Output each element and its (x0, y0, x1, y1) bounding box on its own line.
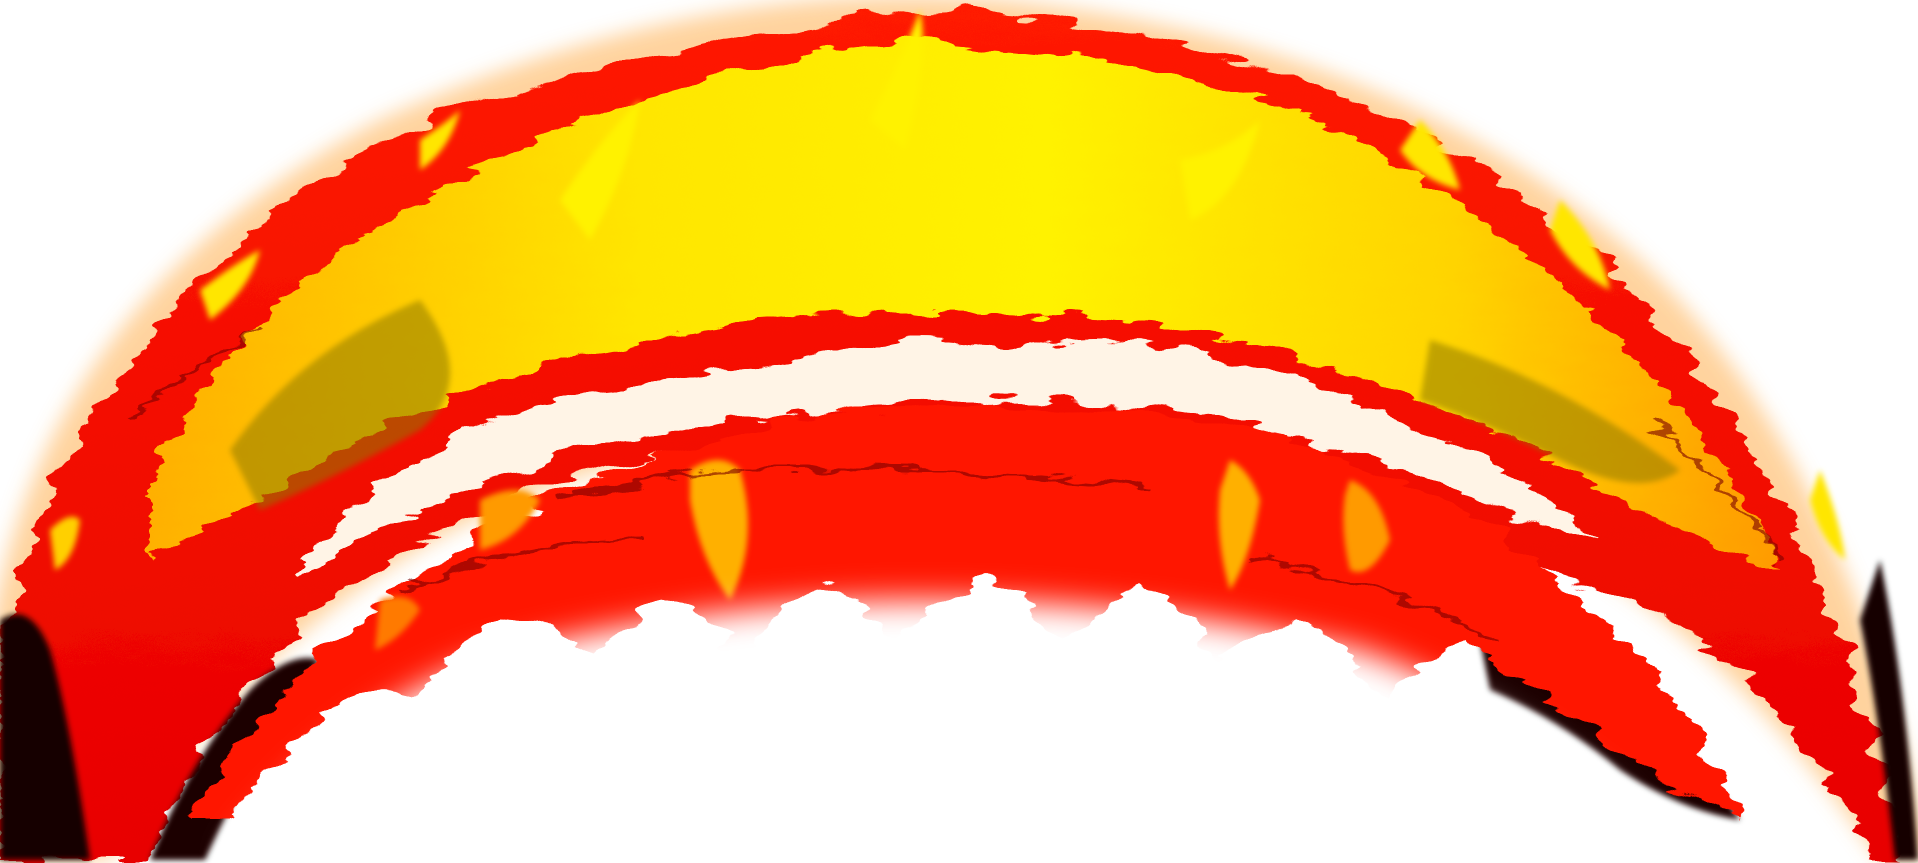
flame-highlight-9 (50, 516, 80, 570)
lower-orange-lick-4 (480, 490, 540, 550)
flame-highlight-8 (1810, 470, 1845, 560)
inner-white-mist (230, 600, 1680, 863)
ripple-line-5 (1648, 418, 1782, 562)
flame-highlight-3 (1180, 120, 1260, 220)
lower-orange-lick-3 (1343, 480, 1390, 572)
ripple-line-2 (399, 538, 641, 592)
ripple-line-1 (559, 466, 1151, 502)
inner-white-gap (300, 340, 1600, 580)
yellow-flame-band (150, 40, 1780, 570)
ripple-line-4 (128, 328, 261, 422)
lower-orange-lick-5 (375, 596, 420, 650)
flame-highlight-4 (1400, 120, 1460, 190)
right-dark-shadow (1860, 560, 1918, 860)
olive-shade-left (230, 300, 450, 510)
ripple-line-3 (1249, 558, 1501, 642)
lower-orange-lick-1 (690, 460, 748, 600)
flame-highlight-2 (560, 100, 640, 240)
flame-highlight-6 (200, 250, 260, 320)
flame-highlight-7 (420, 110, 460, 170)
olive-shade-right (1420, 340, 1680, 483)
flame-highlight-1 (870, 10, 923, 150)
lower-orange-lick-2 (1218, 460, 1260, 590)
flame-highlight-5 (1550, 200, 1610, 290)
left-dark-shadow (0, 614, 90, 860)
